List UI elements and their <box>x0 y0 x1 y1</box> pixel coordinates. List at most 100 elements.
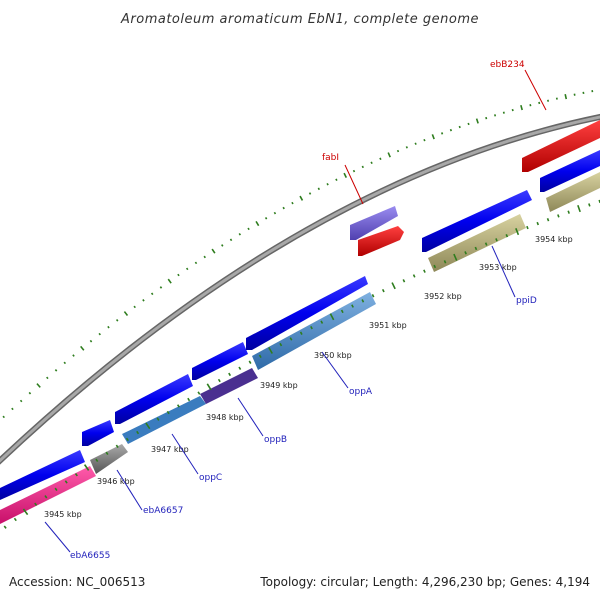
gene-label-ppiD[interactable]: ppiD <box>516 296 537 306</box>
outer-tick <box>264 217 268 220</box>
outer-tick <box>221 244 224 247</box>
gene-label-ebB234[interactable]: ebB234 <box>490 60 525 70</box>
outer-tick <box>282 206 285 210</box>
scale-tick <box>258 354 262 359</box>
scale-tick <box>361 299 365 303</box>
scale-tick <box>125 437 129 442</box>
scale-tick <box>105 451 109 455</box>
scale-tick <box>588 203 591 207</box>
outer-tick <box>46 376 49 380</box>
feature-blue-4[interactable] <box>192 342 248 380</box>
feature-blue-6[interactable] <box>422 190 532 252</box>
scale-tick <box>474 246 478 251</box>
feature-oppA[interactable] <box>252 292 376 370</box>
scale-tick <box>83 464 90 471</box>
scale-tick-label: 3945 kbp <box>44 510 82 519</box>
outer-tick <box>19 399 23 403</box>
scale-tick <box>206 383 212 391</box>
scale-tick <box>557 214 560 218</box>
outer-tick <box>159 286 163 289</box>
outer-tick <box>36 383 41 388</box>
gene-labels: ebA6655 ebA6657 oppC oppB oppA ppiD fabI… <box>70 60 537 561</box>
outer-tick <box>123 311 129 317</box>
gene-label-ebA6657[interactable]: ebA6657 <box>143 506 183 516</box>
outer-tick <box>167 278 172 284</box>
feature-blue-2[interactable] <box>82 420 114 446</box>
scale-tick <box>136 430 140 435</box>
scale-tick <box>166 410 170 415</box>
outer-tick <box>467 122 470 126</box>
outer-tick <box>529 104 532 107</box>
genome-summary-text: Topology: circular; Length: 4,296,230 bp… <box>259 575 590 589</box>
feature-fabI-purple[interactable] <box>350 206 398 240</box>
outer-tick <box>63 361 67 365</box>
scale-tick <box>13 517 17 522</box>
outer-tick <box>485 116 488 120</box>
feature-khaki-2[interactable] <box>546 172 600 212</box>
outer-tick <box>493 114 497 117</box>
feature-blue-7[interactable] <box>540 150 600 192</box>
outer-tick <box>326 182 329 186</box>
scale-tick <box>329 313 335 321</box>
gene-label-oppC[interactable]: oppC <box>199 473 222 483</box>
scale-tick <box>443 260 447 264</box>
map-title: Aromatoleum aromaticum EbN1, complete ge… <box>120 12 479 27</box>
outer-tick <box>54 369 58 372</box>
outer-tick <box>308 192 312 195</box>
scale-tick <box>44 495 48 499</box>
outer-tick <box>255 220 260 227</box>
scale-tick <box>228 372 232 377</box>
scale-tick <box>310 325 313 330</box>
scale-tick <box>289 337 293 341</box>
feature-ebB234[interactable] <box>522 120 600 172</box>
forward-features <box>350 120 600 256</box>
feature-oppB[interactable] <box>200 368 258 404</box>
gene-label-fabI[interactable]: fabI <box>322 153 339 163</box>
outer-tick <box>72 354 75 357</box>
outer-tick <box>247 227 250 231</box>
feature-oppC[interactable] <box>122 396 206 444</box>
accession-text: Accession: NC_006513 <box>9 575 145 589</box>
scale-tick-label: 3952 kbp <box>424 292 462 301</box>
outer-tick <box>28 391 32 395</box>
scale-tick <box>320 320 324 324</box>
gene-label-oppB[interactable]: oppB <box>264 435 287 445</box>
scale-tick <box>577 204 581 213</box>
feature-ebA6657[interactable] <box>90 444 128 474</box>
feature-blue-3[interactable] <box>115 374 193 424</box>
scale-tick <box>145 422 151 430</box>
outer-tick <box>387 152 391 158</box>
outer-tick <box>431 134 435 140</box>
outer-tick <box>194 261 198 265</box>
outer-tick <box>291 201 294 205</box>
scale-tick <box>279 342 283 347</box>
outer-tick <box>89 339 93 343</box>
scale-tick <box>464 251 467 255</box>
outer-tick <box>238 233 242 236</box>
genome-backbone <box>0 114 600 465</box>
scale-tick <box>453 253 458 261</box>
scale-tick <box>299 331 303 335</box>
feature-blue-1[interactable] <box>0 450 85 500</box>
scale-tick <box>340 309 344 314</box>
scale-tick <box>268 346 273 354</box>
scale-tick <box>484 242 488 246</box>
scale-tick <box>526 225 529 230</box>
outer-tick <box>177 273 180 277</box>
feature-ppiD[interactable] <box>428 214 526 272</box>
scale-tick <box>248 360 252 364</box>
scale-tick <box>391 282 396 290</box>
outer-tick <box>317 187 320 191</box>
scale-tick <box>95 458 99 463</box>
gene-label-ebA6655[interactable]: ebA6655 <box>70 551 110 561</box>
scale-tick <box>115 444 119 449</box>
scale-tick <box>402 279 406 283</box>
outer-tick <box>502 111 505 114</box>
scale-tick-label: 3951 kbp <box>369 321 407 330</box>
scale-tick <box>351 304 354 308</box>
gene-label-oppA[interactable]: oppA <box>349 387 373 397</box>
feature-blue-5[interactable] <box>246 276 368 350</box>
feature-fabI-red[interactable] <box>358 226 404 256</box>
